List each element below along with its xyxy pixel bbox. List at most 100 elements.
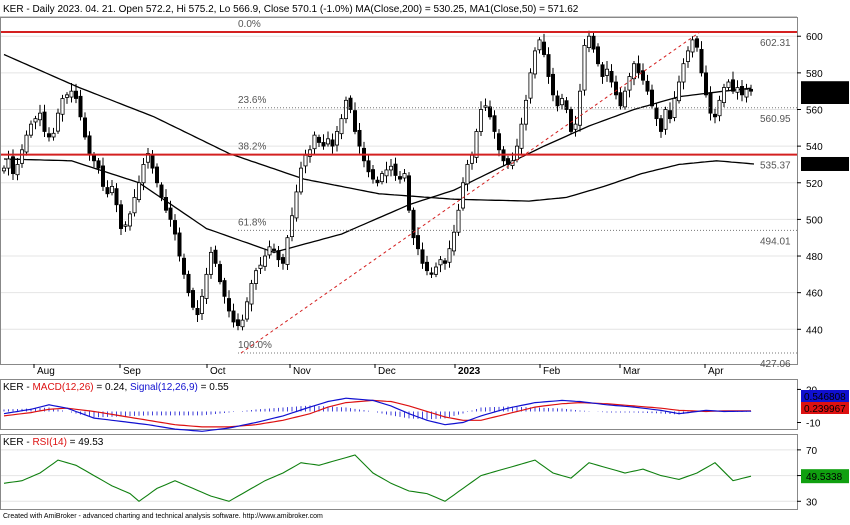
- candle: [78, 89, 83, 121]
- candle: [717, 95, 722, 122]
- candle: [681, 58, 686, 90]
- candle: [172, 214, 177, 241]
- fib-value-label: 602.31: [760, 38, 791, 49]
- candle-body: [569, 109, 574, 132]
- candle-body: [348, 97, 353, 110]
- candle-body: [253, 270, 258, 284]
- candle-body: [731, 79, 736, 92]
- candle: [420, 242, 425, 269]
- candle-body: [533, 50, 538, 75]
- candle-body: [632, 63, 637, 80]
- candle-body: [393, 163, 398, 176]
- candle-body: [677, 81, 682, 102]
- macd-sep: -: [24, 382, 33, 393]
- candle-body: [78, 95, 83, 118]
- candle-body: [587, 35, 592, 48]
- candle: [325, 131, 330, 147]
- candle-body: [10, 156, 15, 175]
- candle: [708, 86, 713, 121]
- candle: [370, 164, 375, 184]
- candle-body: [744, 88, 749, 98]
- candle-body: [749, 88, 754, 92]
- candle: [217, 260, 222, 285]
- candle: [496, 129, 501, 157]
- candle: [668, 102, 673, 124]
- candle-body: [686, 50, 691, 62]
- candle: [343, 96, 348, 124]
- candle: [663, 106, 668, 135]
- candle: [726, 79, 731, 92]
- candle-body: [271, 248, 276, 251]
- candle: [731, 71, 736, 94]
- rsi-legend: KER - RSI(14) = 49.53: [3, 437, 104, 448]
- header-title: - Daily 2023. 04. 21. Open 572.2, Hi 575…: [24, 4, 579, 15]
- candle-body: [136, 182, 141, 201]
- candle-body: [65, 94, 70, 98]
- candle: [33, 115, 38, 130]
- candle-body: [321, 142, 326, 147]
- price-tick-label: 560: [806, 105, 823, 116]
- candle: [623, 86, 628, 110]
- candle-body: [487, 106, 492, 118]
- candle-body: [375, 179, 380, 184]
- candle-body: [420, 249, 425, 264]
- candle-body: [312, 134, 317, 150]
- signal-line: [3, 399, 751, 428]
- candle: [749, 84, 754, 96]
- candle: [591, 31, 596, 53]
- signal-badge: [801, 402, 849, 414]
- candle-body: [330, 139, 335, 147]
- candle: [632, 60, 637, 86]
- candle-body: [285, 237, 290, 265]
- macd-legend: KER - MACD(12,26) = 0.24, Signal(12,26,9…: [3, 382, 229, 393]
- candle-body: [163, 197, 168, 211]
- candle-body: [496, 133, 501, 151]
- candle: [474, 128, 479, 163]
- candle: [285, 234, 290, 270]
- candle: [411, 207, 416, 246]
- time-tick-label: 2023: [458, 366, 481, 377]
- candle: [460, 177, 465, 211]
- candle-body: [294, 191, 299, 219]
- candle-body: [591, 35, 596, 50]
- candle-body: [515, 145, 520, 161]
- candle: [136, 175, 141, 203]
- candle-body: [379, 173, 384, 183]
- candle: [177, 227, 182, 262]
- chart-header: KER - Daily 2023. 04. 21. Open 572.2, Hi…: [3, 4, 579, 15]
- candle-body: [190, 290, 195, 308]
- candle: [600, 62, 605, 84]
- candle: [271, 243, 276, 254]
- candle-body: [226, 298, 231, 312]
- macd-tick-label: -10: [806, 418, 821, 429]
- candle-body: [478, 109, 483, 132]
- candle-body: [524, 99, 529, 125]
- candle: [596, 43, 601, 67]
- candle: [226, 290, 231, 318]
- candle: [38, 104, 43, 127]
- candle: [375, 176, 380, 187]
- candle: [253, 267, 258, 290]
- candle-body: [465, 164, 470, 185]
- candle: [240, 314, 245, 331]
- macd-badge-label: 0.546808: [804, 392, 846, 403]
- candle: [235, 313, 240, 331]
- time-tick-label: Sep: [123, 366, 141, 377]
- candle: [348, 95, 353, 114]
- candle: [672, 91, 677, 122]
- candle: [244, 297, 249, 322]
- fib-value-label: 494.01: [760, 236, 791, 247]
- time-tick-label: Mar: [623, 366, 641, 377]
- candle-body: [177, 232, 182, 257]
- candle: [101, 157, 106, 192]
- candle: [74, 83, 79, 104]
- macd-panel-frame: [0, 379, 798, 430]
- candle: [677, 75, 682, 104]
- candle-body: [56, 112, 61, 132]
- candle: [123, 221, 128, 232]
- candle-body: [474, 131, 479, 158]
- candle-body: [141, 164, 146, 184]
- candle: [15, 158, 20, 181]
- candle: [605, 60, 610, 82]
